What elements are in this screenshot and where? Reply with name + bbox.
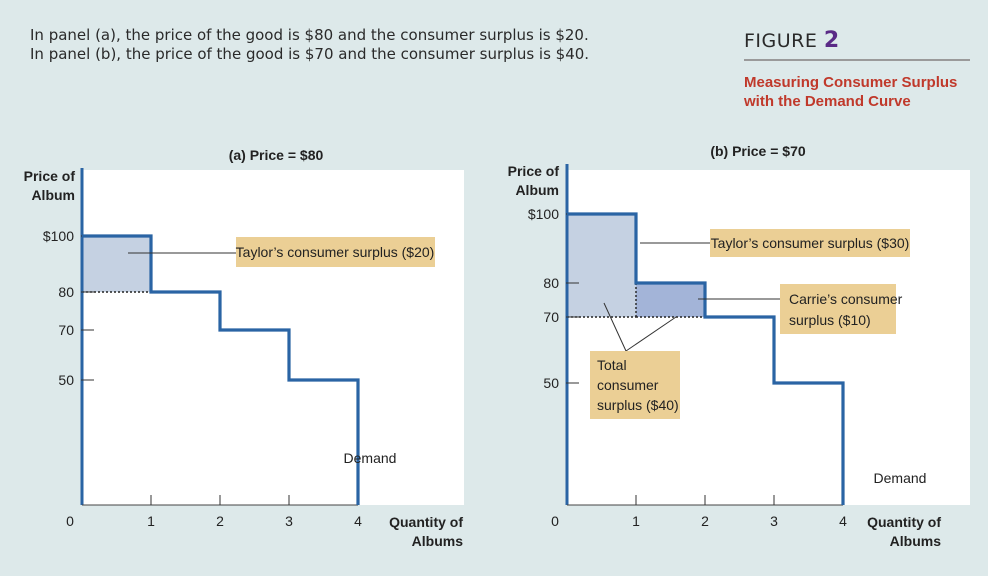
figure-title: Measuring Consumer Surplus with the Dema… [744,73,970,111]
panel-b-ylabel-line-2: Album [515,182,559,198]
panel-b-y-tick-label-50: 50 [543,375,559,391]
panel-b-y-tick-label-70: 70 [543,309,559,325]
panel-b-demand-curve [567,212,845,505]
panel-a-x-tick-label-1: 1 [147,513,155,529]
panel-a-callout-1-text-1: Taylor’s consumer surplus ($20) [236,244,435,260]
figure-title-line-2: with the Demand Curve [744,93,911,110]
panel-b-x-tick-label-2: 2 [701,513,709,529]
figure-title-line-1: Measuring Consumer Surplus [744,74,958,91]
panel-b-xlabel-line-1: Quantity of [867,514,941,530]
panel-a-y-tick-label-80: 80 [58,284,74,300]
panel-a-xlabel-line-1: Quantity of [389,514,463,530]
panel-a-y-tick-label-70: 70 [58,322,74,338]
caption-line-2: In panel (b), the price of the good is $… [30,45,590,63]
panel-b-callout-3-leader-2 [625,316,677,352]
panel-b-callout-1-text-1: Taylor’s consumer surplus ($30) [711,235,910,251]
panel-a-callout-1-box [236,237,435,267]
panel-a-x-tick-label-3: 3 [285,513,293,529]
panel-a-y-tick-label-100: $100 [43,228,74,244]
panel-b-callout-2-box [780,284,896,334]
panel-b-xlabel-line-2: Albums [890,533,942,549]
caption-line-1: In panel (a), the price of the good is $… [30,26,589,44]
panel-b-callout-3-text-1: Total [597,357,627,373]
panel-a-title: (a) Price = $80 [229,147,324,163]
panel-a-y-tick-label-50: 50 [58,372,74,388]
figure-number: 2 [823,28,840,53]
panel-b-callout-2-text-2: surplus ($10) [789,312,871,328]
panel-b-callout-3-box [590,351,680,419]
panel-a-plot-area [82,170,464,505]
panel-b-callout-1-box [710,229,910,257]
panel-b-ylabel-line-1: Price of [508,163,560,179]
panel-b-title: (b) Price = $70 [710,143,806,159]
panel-a-xlabel-line-2: Albums [412,533,464,549]
panel-b-demand-label: Demand [874,470,927,486]
panel-b-y-tick-label-100: $100 [528,206,559,222]
caption: In panel (a), the price of the good is $… [30,26,589,64]
panel-b-x-tick-label-3: 3 [770,513,778,529]
panel-b-x-tick-label-0: 0 [551,513,559,529]
panel-a-ylabel-line-2: Album [31,187,75,203]
panel-b-callout-2-text-1: Carrie’s consumer [789,291,903,307]
panel-a-demand-curve [82,234,360,505]
figure-label: FIGURE 2 [744,28,970,53]
panel-b-x-tick-label-1: 1 [632,513,640,529]
panel-b-callout-3-leader-1 [603,302,627,352]
panel-a-x-tick-label-0: 0 [66,513,74,529]
panel-a-demand-label: Demand [344,450,397,466]
panel-b-callout-3-text-3: surplus ($40) [597,397,679,413]
figure-header: FIGURE 2 Measuring Consumer Surplus with… [744,28,970,111]
panel-a-surplus-area-1 [82,236,151,292]
panel-b-surplus-area-2 [636,283,705,317]
panel-a-ylabel-line-1: Price of [24,168,76,184]
panel-b-x-tick-label-4: 4 [839,513,847,529]
panel-b-surplus-area-1 [567,214,636,317]
panel-a-x-tick-label-2: 2 [216,513,224,529]
panel-b-callout-3-text-2: consumer [597,377,659,393]
panel-a-x-tick-label-4: 4 [354,513,362,529]
figure-rule [744,59,970,61]
figure-word: FIGURE [744,30,818,52]
panel-b-y-tick-label-80: 80 [543,275,559,291]
